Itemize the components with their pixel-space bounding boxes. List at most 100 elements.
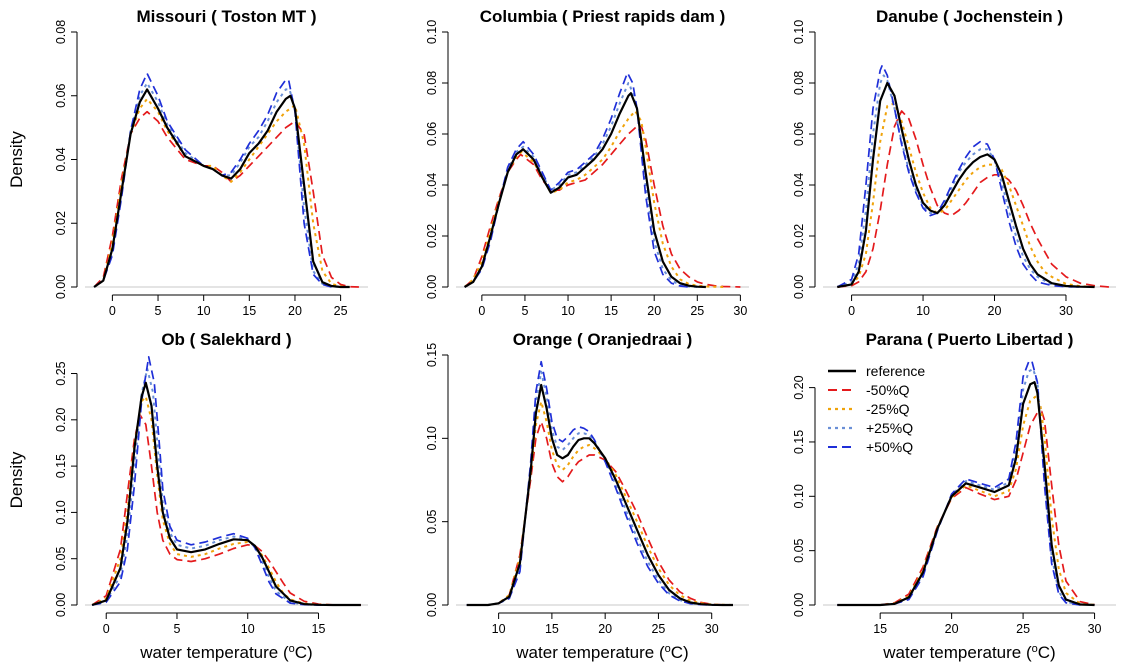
- chart-panel-3: Danube ( Jochenstein ) 0 10 20 30 0.00 0.02 0.0…: [792, 7, 1116, 318]
- x-tick-label: 15: [312, 622, 326, 636]
- chart-panel-6: Parana ( Puerto Libertad ) 15 20 25 30 0.00 0.…: [792, 330, 1116, 662]
- y-tick-label: 0.06: [425, 122, 439, 146]
- x-tick-label: 15: [545, 622, 559, 636]
- x-tick-label: 15: [604, 304, 618, 318]
- x-tick-label: 30: [1088, 622, 1102, 636]
- series-line-reference: [837, 81, 1095, 289]
- x-tick-label: 0: [103, 622, 110, 636]
- x-tick-label: 25: [690, 304, 704, 318]
- x-tick-label: 20: [288, 304, 302, 318]
- legend-label: -25%Q: [866, 401, 910, 417]
- series-line-plus50pctQ: [837, 359, 1081, 606]
- y-tick-label: 0.15: [425, 343, 439, 367]
- y-tick-label: 0.02: [425, 224, 439, 248]
- y-tick-label: 0.20: [792, 375, 806, 399]
- x-tick-label: 15: [873, 622, 887, 636]
- x-tick-label: 10: [916, 304, 930, 318]
- y-tick-label: 0.10: [425, 426, 439, 450]
- chart-panel-2: Columbia ( Priest rapids dam ) 0 5 10 15 20 25…: [425, 7, 749, 318]
- panel-title: Columbia ( Priest rapids dam ): [480, 7, 726, 26]
- y-tick-label: 0.04: [54, 147, 68, 171]
- series-line-plus50pctQ: [466, 360, 723, 606]
- x-tick-label: 25: [1016, 622, 1030, 636]
- series-line-plus50pctQ: [91, 356, 347, 606]
- x-tick-label: 10: [241, 622, 255, 636]
- legend-label: +25%Q: [866, 420, 913, 436]
- series-line-reference: [466, 383, 733, 607]
- x-tick-label: 20: [945, 622, 959, 636]
- x-axis-title-unit: C): [1038, 643, 1056, 662]
- series-line-minus25pctQ: [837, 102, 1095, 288]
- x-axis-title-text: water temperature (: [515, 643, 665, 662]
- y-tick-label: 0.15: [54, 454, 68, 478]
- chart-panel-1: Missouri ( Toston MT ) 0 5 10 15 20 25 0.00 0.02…: [7, 7, 368, 318]
- y-tick-label: 0.00: [54, 593, 68, 617]
- series-line-minus50pctQ: [837, 410, 1095, 606]
- x-tick-label: 30: [733, 304, 747, 318]
- y-axis-title: Density: [7, 451, 26, 508]
- x-tick-label: 20: [647, 304, 661, 318]
- series-line-plus50pctQ: [836, 64, 1081, 288]
- degree-superscript: o: [665, 643, 671, 655]
- panel-title: Ob ( Salekhard ): [161, 330, 291, 349]
- y-tick-label: 0.15: [792, 430, 806, 454]
- series-line-reference: [837, 381, 1095, 607]
- legend-label: +50%Q: [866, 439, 913, 455]
- x-tick-label: 10: [492, 622, 506, 636]
- series-line-minus25pctQ: [463, 110, 724, 288]
- series-line-plus25pctQ: [464, 82, 698, 288]
- panel-title: Orange ( Oranjedraai ): [513, 330, 693, 349]
- degree-superscript: o: [289, 643, 295, 655]
- y-tick-label: 0.10: [54, 500, 68, 524]
- y-tick-label: 0.20: [54, 408, 68, 432]
- y-tick-label: 0.08: [792, 71, 806, 95]
- y-tick-label: 0.00: [792, 275, 806, 299]
- x-tick-label: 25: [651, 622, 665, 636]
- y-tick-label: 0.10: [425, 20, 439, 44]
- series-line-reference: [93, 88, 350, 289]
- x-tick-label: 5: [155, 304, 162, 318]
- y-tick-label: 0.08: [425, 71, 439, 95]
- chart-panel-4: Ob ( Salekhard ) 0 5 10 15 0.00 0.05 0.10 0.15 0.…: [7, 330, 368, 662]
- y-tick-label: 0.10: [792, 20, 806, 44]
- legend-label: reference: [866, 363, 925, 379]
- x-tick-label: 15: [242, 304, 256, 318]
- x-axis-title-unit: C): [671, 643, 689, 662]
- x-tick-label: 10: [197, 304, 211, 318]
- x-tick-label: 0: [848, 304, 855, 318]
- x-axis-title-unit: C): [295, 643, 313, 662]
- series-line-plus50pctQ: [464, 71, 689, 288]
- series-line-reference: [464, 92, 706, 289]
- y-tick-label: 0.05: [425, 509, 439, 533]
- y-tick-label: 0.00: [792, 593, 806, 617]
- series-line-minus50pctQ: [464, 125, 741, 288]
- y-tick-label: 0.00: [54, 275, 68, 299]
- y-tick-label: 0.05: [54, 546, 68, 570]
- y-tick-label: 0.08: [54, 20, 68, 44]
- panel-title: Danube ( Jochenstein ): [876, 7, 1063, 26]
- y-axis-title: Density: [7, 131, 26, 188]
- x-axis-title: water temperature (oC): [515, 643, 688, 662]
- series-line-minus50pctQ: [837, 110, 1109, 288]
- x-tick-label: 30: [1059, 304, 1073, 318]
- series-line-plus50pctQ: [93, 72, 332, 288]
- x-tick-label: 5: [521, 304, 528, 318]
- degree-superscript: o: [1032, 643, 1038, 655]
- series-line-reference: [91, 381, 361, 607]
- y-tick-label: 0.05: [792, 538, 806, 562]
- y-tick-label: 0.02: [54, 211, 68, 235]
- x-tick-label: 20: [598, 622, 612, 636]
- y-tick-label: 0.06: [54, 84, 68, 108]
- legend-label: -50%Q: [866, 382, 910, 398]
- x-tick-label: 30: [705, 622, 719, 636]
- x-tick-label: 20: [988, 304, 1002, 318]
- x-axis-title-text: water temperature (: [139, 643, 289, 662]
- y-tick-label: 0.10: [792, 484, 806, 508]
- x-axis-title: water temperature (oC): [139, 643, 312, 662]
- legend: reference -50%Q -25%Q +25%Q +50%Q: [828, 363, 925, 455]
- y-tick-label: 0.02: [792, 224, 806, 248]
- y-tick-label: 0.00: [425, 593, 439, 617]
- y-tick-label: 0.06: [792, 122, 806, 146]
- y-tick-label: 0.25: [54, 361, 68, 385]
